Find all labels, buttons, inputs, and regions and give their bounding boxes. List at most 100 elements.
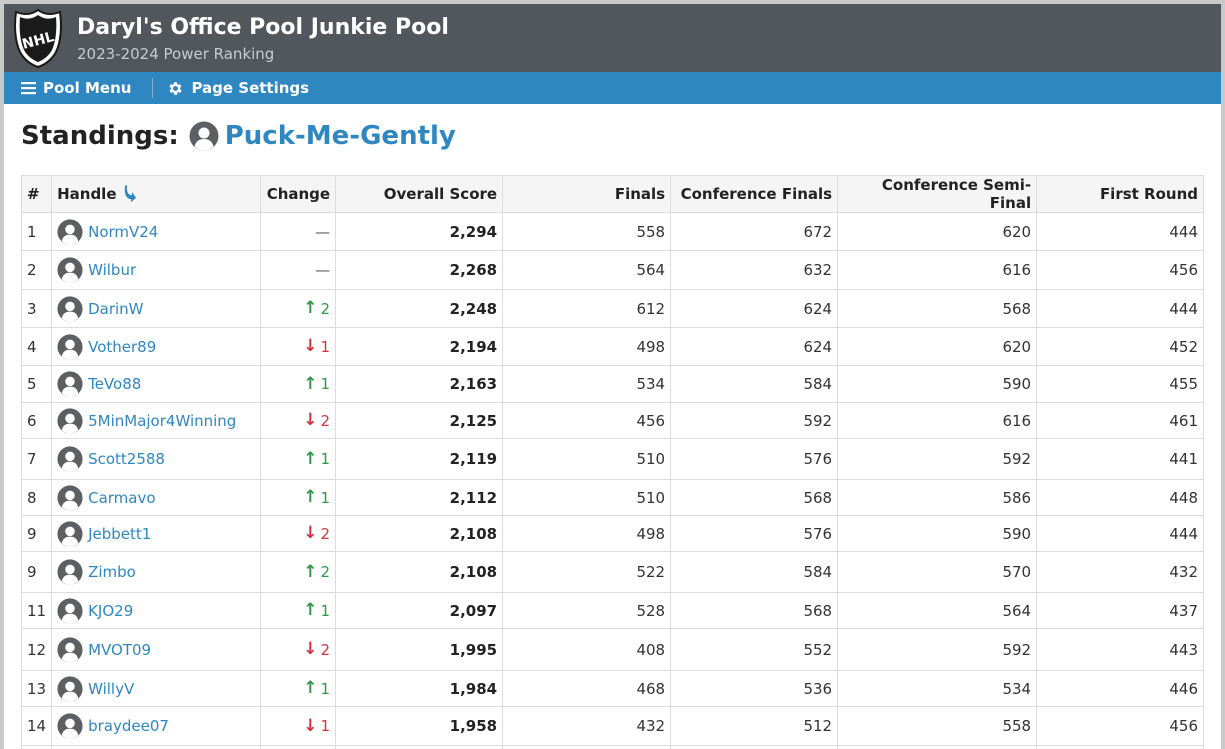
conference-finals-cell: 568	[670, 592, 839, 629]
table-row: 8 Carmavo ↑ 1 2,112 510 568 586 448	[20, 479, 1204, 516]
handle-link[interactable]: MVOT09	[88, 640, 152, 659]
finals-cell: 528	[502, 592, 672, 629]
arrow-up-icon: ↑	[303, 298, 318, 319]
table-row: 6 5MinMajor4Winning ↓ 2 2,125 456 592 616 461	[20, 402, 1204, 439]
first-round-cell: 456	[1036, 706, 1204, 746]
team-name-link[interactable]: Puck-Me-Gently	[224, 121, 456, 151]
handle-td: braydee07	[51, 706, 262, 746]
handle-link[interactable]: NormV24	[88, 222, 159, 241]
handle-cell: TeVo88	[57, 371, 255, 397]
rank-cell: 11	[20, 592, 53, 629]
col-overall-header[interactable]: Overall Score	[335, 175, 504, 213]
col-conference-semi-final-header[interactable]: Conference Semi-Final	[837, 175, 1038, 213]
handle-td: Wilbur	[51, 250, 262, 290]
handle-cell: Jebbett1	[57, 520, 255, 547]
finals-cell: 408	[502, 628, 672, 671]
pool-subtitle: 2023-2024 Power Ranking	[77, 45, 275, 63]
conference-finals-cell: 512	[670, 706, 839, 746]
first-round-cell: 441	[1036, 438, 1204, 480]
pool-menu-label: Pool Menu	[43, 79, 132, 97]
change-down: ↓ 1	[303, 338, 330, 356]
table-row: 2 Wilbur —2,268 564 632 616 456	[20, 250, 1204, 290]
change-cell: ↑ 1	[260, 438, 337, 480]
change-up: ↑ 1	[303, 450, 330, 468]
conference-finals-cell: 552	[670, 628, 839, 671]
overall-score-cell: 2,108	[335, 551, 504, 593]
arrow-up-icon: ↑	[303, 487, 318, 508]
col-handle-header[interactable]: Handle	[51, 175, 262, 213]
handle-td: TeVo88	[51, 365, 262, 403]
overall-score-cell: 2,119	[335, 438, 504, 480]
change-value: 1	[320, 450, 331, 469]
pool-header: NHL Daryl's Office Pool Junkie Pool 2023…	[4, 4, 1221, 72]
handle-link[interactable]: WillyV	[88, 679, 135, 698]
change-up: ↑ 1	[303, 602, 330, 620]
conference-semi-final-cell: 570	[837, 551, 1038, 593]
finals-cell: 558	[502, 212, 672, 251]
handle-cell: Wilbur	[57, 257, 255, 283]
finals-cell: 510	[502, 438, 672, 480]
rank-cell: 4	[20, 327, 53, 366]
handle-link[interactable]: Carmavo	[88, 488, 156, 507]
handle-cell: WillyV	[57, 675, 255, 702]
overall-score-cell: 2,125	[335, 402, 504, 439]
handle-link[interactable]: Scott2588	[88, 450, 165, 468]
conference-finals-cell: 576	[670, 515, 839, 552]
overall-score-cell: 2,097	[335, 592, 504, 629]
handle-cell: Scott2588	[57, 446, 255, 472]
user-avatar-icon	[57, 257, 83, 283]
handle-td: WillyV	[51, 670, 262, 707]
conference-semi-final-cell: 590	[837, 515, 1038, 552]
col-change-header[interactable]: Change	[260, 175, 337, 213]
overall-score-cell: 1,958	[335, 706, 504, 746]
page-settings-button[interactable]: Page Settings	[167, 72, 309, 104]
handle-link[interactable]: Zimbo	[88, 563, 136, 581]
page-settings-label: Page Settings	[191, 79, 310, 97]
handle-link[interactable]: braydee07	[88, 717, 169, 735]
hamburger-icon	[21, 82, 36, 95]
handle-link[interactable]: KJO29	[88, 601, 134, 620]
change-value: 2	[320, 524, 331, 543]
col-first-round-header[interactable]: First Round	[1036, 175, 1204, 213]
user-avatar-icon	[57, 559, 83, 585]
handle-td: Zimbo	[51, 551, 262, 593]
handle-cell: braydee07	[57, 713, 255, 739]
arrow-up-icon: ↑	[303, 678, 318, 699]
handle-cell: KJO29	[57, 597, 255, 624]
handle-link[interactable]: TeVo88	[88, 375, 142, 393]
rank-cell: 1	[20, 212, 53, 251]
change-value: 1	[320, 337, 331, 356]
pool-menu-button[interactable]: Pool Menu	[21, 72, 131, 104]
conference-finals-cell	[670, 745, 839, 749]
dash-icon: —	[315, 261, 331, 279]
handle-link[interactable]: Wilbur	[88, 261, 137, 279]
user-avatar-icon	[57, 484, 83, 511]
handle-link[interactable]: Jebbett1	[88, 524, 152, 543]
handle-td: Scott2588	[51, 438, 262, 480]
overall-score-cell: 2,163	[335, 365, 504, 403]
handle-link[interactable]: DarinW	[88, 299, 144, 318]
sort-arrow-icon[interactable]	[123, 185, 137, 203]
overall-score-cell: 2,248	[335, 289, 504, 328]
col-finals-header[interactable]: Finals	[502, 175, 672, 213]
handle-link[interactable]: Vother89	[88, 337, 157, 356]
table-row	[20, 745, 1204, 749]
conference-semi-final-cell: 616	[837, 250, 1038, 290]
rank-cell: 13	[20, 670, 53, 707]
arrow-up-icon: ↑	[303, 373, 318, 394]
finals-cell: 564	[502, 250, 672, 290]
table-row: 9 Jebbett1 ↓ 2 2,108 498 576 590 444	[20, 515, 1204, 552]
conference-semi-final-cell: 558	[837, 706, 1038, 746]
rank-cell: 5	[20, 365, 53, 403]
rank-cell: 7	[20, 438, 53, 480]
col-rank-header[interactable]: #	[20, 175, 53, 213]
arrow-up-icon: ↑	[303, 561, 318, 582]
change-cell: ↑ 2	[260, 551, 337, 593]
first-round-cell: 461	[1036, 402, 1204, 439]
handle-link[interactable]: 5MinMajor4Winning	[88, 411, 237, 430]
conference-semi-final-cell: 564	[837, 592, 1038, 629]
conference-finals-cell: 576	[670, 438, 839, 480]
conference-semi-final-cell: 534	[837, 670, 1038, 707]
col-conference-finals-header[interactable]: Conference Finals	[670, 175, 839, 213]
user-avatar-icon	[57, 446, 83, 472]
